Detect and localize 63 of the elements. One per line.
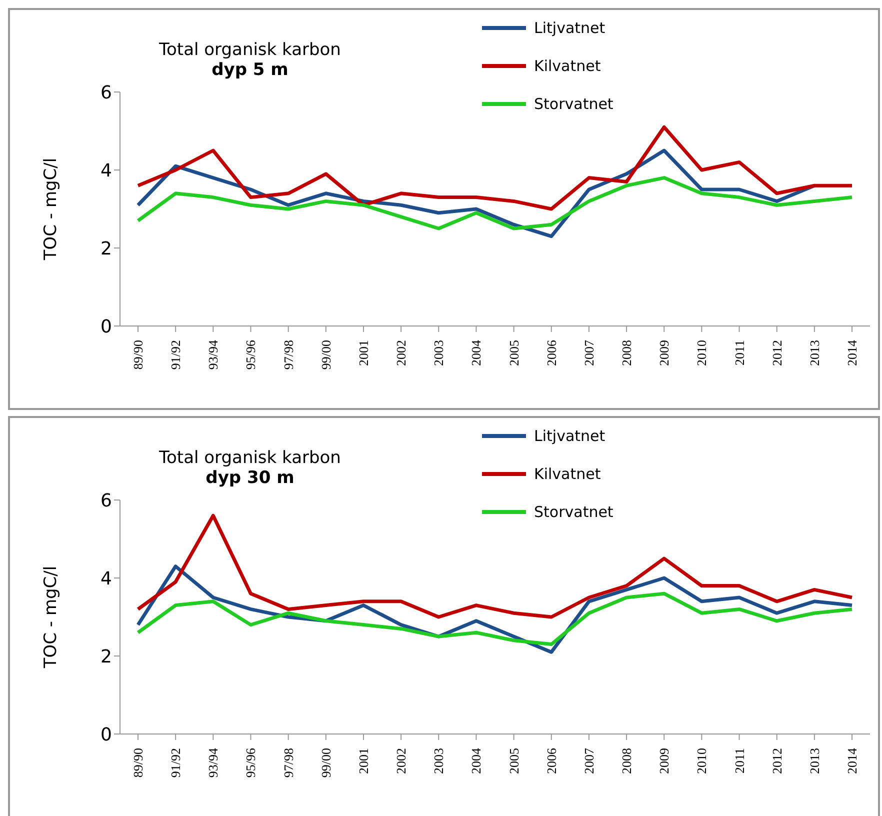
x-tick-label: 89/90 — [130, 340, 146, 370]
x-tick-label: 2014 — [844, 340, 860, 366]
x-tick-label: 2007 — [581, 748, 596, 774]
x-tick-label: 2008 — [619, 340, 634, 366]
x-tick-label: 2005 — [506, 748, 522, 774]
x-tick-label: 2003 — [431, 340, 446, 366]
chart-title: Total organisk karbon — [158, 40, 342, 60]
x-tick-label: 93/94 — [206, 748, 221, 778]
x-tick-label: 2013 — [806, 748, 822, 774]
x-tick-label: 2001 — [356, 340, 371, 366]
x-tick-label: 2002 — [394, 748, 409, 774]
y-tick-label: 4 — [100, 160, 112, 182]
x-tick-label: 2011 — [732, 748, 747, 774]
legend-label: Litjvatnet — [534, 19, 606, 37]
x-tick-label: 2006 — [544, 340, 559, 366]
y-axis-title: TOC - mgC/l — [41, 158, 62, 262]
x-tick-label: 2006 — [544, 748, 559, 774]
y-tick-label: 2 — [100, 646, 112, 668]
y-tick-label: 0 — [100, 724, 112, 746]
line-series — [136, 176, 854, 230]
chart-subtitle: dyp 5 m — [210, 60, 290, 80]
y-axis-title: TOC - mgC/l — [41, 566, 62, 670]
chart-title: Total organisk karbon — [158, 448, 342, 468]
x-tick-label: 2004 — [468, 340, 484, 366]
line-series — [136, 592, 854, 646]
x-tick-label: 2010 — [694, 340, 710, 366]
x-tick-label: 2007 — [581, 340, 596, 366]
x-tick-label: 2012 — [769, 748, 784, 774]
x-tick-label: 2012 — [769, 340, 784, 366]
x-tick-label: 2002 — [394, 340, 409, 366]
legend-label: Storvatnet — [534, 503, 614, 521]
x-tick-label: 2005 — [506, 340, 522, 366]
x-tick-label: 99/00 — [318, 748, 334, 778]
line-series — [136, 125, 854, 211]
chart-subtitle: dyp 30 m — [204, 468, 296, 488]
x-tick-label: 2003 — [431, 748, 446, 774]
x-tick-label: 2011 — [732, 340, 747, 366]
legend-label: Storvatnet — [534, 95, 614, 113]
x-tick-label: 2009 — [656, 340, 672, 366]
legend-label: Litjvatnet — [534, 427, 606, 445]
y-tick-label: 6 — [100, 490, 112, 512]
x-tick-label: 97/98 — [280, 340, 296, 370]
x-tick-label: 2001 — [356, 748, 371, 774]
legend-label: Kilvatnet — [534, 465, 601, 483]
x-tick-label: 2009 — [656, 748, 672, 774]
x-tick-label: 99/00 — [318, 340, 334, 370]
y-tick-label: 2 — [100, 238, 112, 260]
x-tick-label: 2010 — [694, 748, 710, 774]
y-tick-label: 0 — [100, 316, 112, 338]
legend-label: Kilvatnet — [534, 57, 601, 75]
x-tick-label: 97/98 — [280, 748, 296, 778]
x-tick-label: 89/90 — [130, 748, 146, 778]
x-tick-label: 91/92 — [168, 340, 184, 370]
x-tick-label: 2008 — [619, 748, 634, 774]
x-tick-label: 2014 — [844, 748, 860, 774]
x-tick-label: 91/92 — [168, 748, 184, 778]
x-tick-label: 93/94 — [206, 340, 221, 370]
x-tick-label: 2004 — [468, 748, 484, 774]
y-tick-label: 4 — [100, 568, 112, 590]
y-tick-label: 6 — [100, 82, 112, 104]
x-tick-label: 95/96 — [243, 748, 258, 778]
x-tick-label: 95/96 — [243, 340, 258, 370]
x-tick-label: 2013 — [806, 340, 822, 366]
